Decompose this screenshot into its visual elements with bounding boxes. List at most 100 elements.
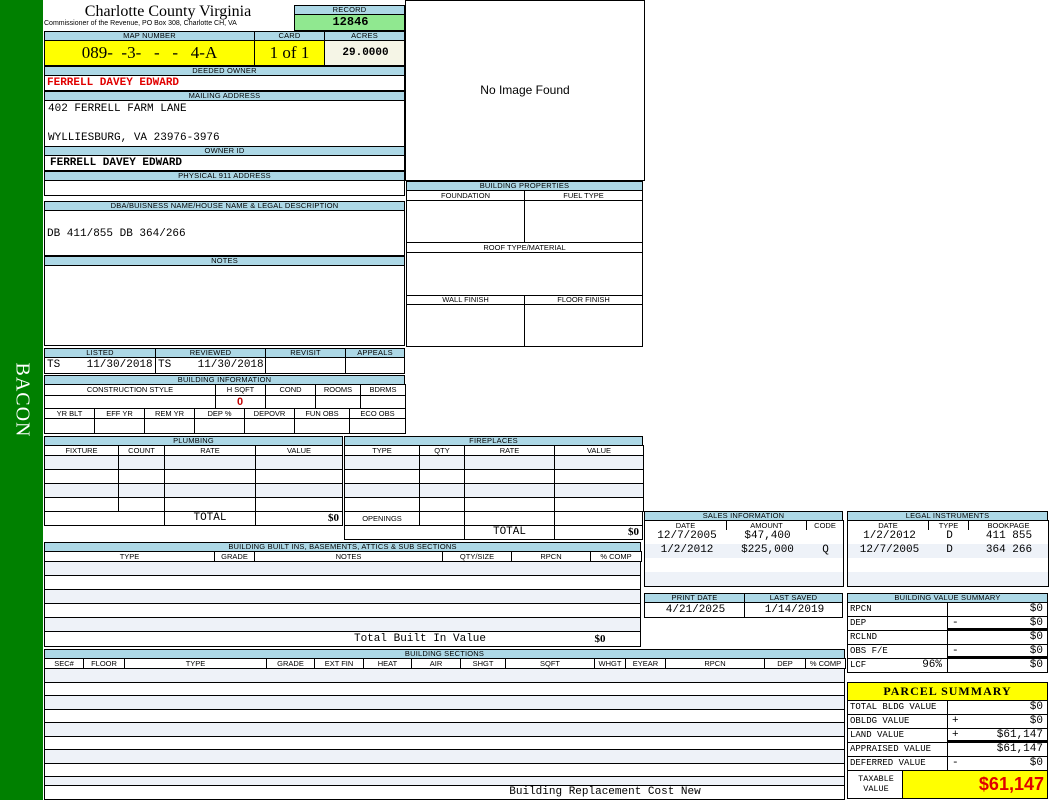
building-info-cell[interactable] <box>194 418 245 434</box>
plumbing-cell[interactable] <box>118 483 165 498</box>
parcel-summary-label: DEFERRED VALUE <box>847 756 948 771</box>
map-number: 089- -3- - - 4-A <box>44 40 255 66</box>
building-info-cell[interactable] <box>244 418 295 434</box>
fireplace-total-label: TOTAL <box>464 525 555 540</box>
section-row[interactable] <box>44 762 845 777</box>
instrument-cell <box>968 572 1049 587</box>
listed-value: TS 11/30/2018 <box>44 357 156 374</box>
plumbing-cell[interactable] <box>118 497 165 512</box>
fireplace-cell[interactable] <box>344 497 420 512</box>
wall-finish-value <box>406 304 525 347</box>
roof-type-value <box>406 252 643 296</box>
building-info-cell[interactable] <box>44 395 216 409</box>
office-subtitle: Commissioner of the Revenue, PO Box 308,… <box>44 20 237 27</box>
operator: + <box>952 729 959 741</box>
builtin-row[interactable] <box>44 603 641 618</box>
fireplace-cell[interactable] <box>464 455 555 470</box>
plumbing-cell[interactable] <box>118 469 165 484</box>
plumbing-cell[interactable] <box>164 483 256 498</box>
section-row[interactable] <box>44 749 845 764</box>
parcel-summary-label: LAND VALUE <box>847 728 948 743</box>
plumbing-cell[interactable] <box>164 455 256 470</box>
fireplace-cell[interactable] <box>464 469 555 484</box>
builtin-row[interactable] <box>44 575 641 590</box>
section-row[interactable] <box>44 735 845 750</box>
image-placeholder: No Image Found <box>405 0 645 181</box>
plumbing-total-value: $0 <box>255 511 343 526</box>
plumbing-cell[interactable] <box>255 455 343 470</box>
builtin-total-label: Total Built In Value <box>353 633 487 645</box>
builtin-row[interactable] <box>44 589 641 604</box>
sales-cell <box>806 572 844 587</box>
fireplace-cell[interactable] <box>419 483 465 498</box>
building-info-cell[interactable] <box>349 418 406 434</box>
parcel-summary-amount: $61,147 <box>996 743 1043 755</box>
building-info-cell[interactable] <box>44 418 95 434</box>
building-info-cell[interactable] <box>144 418 195 434</box>
building-info-cell[interactable] <box>315 395 361 409</box>
fireplace-cell[interactable] <box>554 497 644 512</box>
section-row[interactable] <box>44 708 845 723</box>
revisit-value <box>265 357 346 374</box>
builtin-row[interactable] <box>44 617 641 632</box>
section-row[interactable] <box>44 722 845 737</box>
plumbing-cell[interactable] <box>44 455 119 470</box>
sales-cell <box>726 558 807 573</box>
fireplace-cell[interactable] <box>419 469 465 484</box>
legal-description: DB 411/855 DB 364/266 <box>44 210 405 256</box>
section-row[interactable] <box>44 668 845 683</box>
building-info-cell[interactable] <box>94 418 145 434</box>
value-summary-label: RCLND <box>847 630 948 645</box>
fuel-type-value <box>524 200 643 243</box>
plumbing-cell[interactable] <box>255 469 343 484</box>
instrument-cell <box>847 558 929 573</box>
fireplace-cell[interactable] <box>554 483 644 498</box>
fireplace-cell[interactable] <box>464 483 555 498</box>
operator: - <box>952 645 959 657</box>
fireplace-cell[interactable] <box>344 469 420 484</box>
sales-cell <box>644 558 727 573</box>
fireplace-cell[interactable] <box>554 469 644 484</box>
sidebar-label: BACON <box>11 362 33 438</box>
plumbing-cell[interactable] <box>44 483 119 498</box>
mailing-line-2: WYLLIESBURG, VA 23976-3976 <box>46 131 401 145</box>
instrument-cell <box>928 558 969 573</box>
instrument-cell: D <box>928 544 969 559</box>
plumbing-cell[interactable] <box>118 455 165 470</box>
openings-value <box>554 511 643 526</box>
section-row[interactable] <box>44 695 845 710</box>
sales-cell <box>644 572 727 587</box>
sales-cell: $47,400 <box>726 530 807 545</box>
fireplace-cell[interactable] <box>464 497 555 512</box>
fireplace-cell[interactable] <box>419 455 465 470</box>
plumbing-cell[interactable] <box>255 497 343 512</box>
fireplace-cell[interactable] <box>419 497 465 512</box>
section-row[interactable] <box>44 681 845 696</box>
builtin-total-value: $0 <box>594 633 606 645</box>
parcel-summary-amount: $61,147 <box>996 729 1043 741</box>
building-info-cell[interactable] <box>360 395 406 409</box>
fireplace-cell[interactable] <box>344 455 420 470</box>
instrument-cell: 1/2/2012 <box>847 530 929 545</box>
reviewed-value: TS 11/30/2018 <box>155 357 266 374</box>
building-info-cell[interactable] <box>265 395 316 409</box>
fireplace-cell[interactable] <box>554 455 644 470</box>
fireplace-cell[interactable] <box>344 483 420 498</box>
building-info-cell[interactable] <box>294 418 350 434</box>
builtin-row[interactable] <box>44 561 641 576</box>
plumbing-cell[interactable] <box>164 497 256 512</box>
instrument-cell <box>928 572 969 587</box>
plumbing-cell[interactable] <box>44 469 119 484</box>
plumbing-cell[interactable] <box>255 483 343 498</box>
fireplace-total-value: $0 <box>554 525 643 540</box>
parcel-summary-amount: $0 <box>1029 757 1043 769</box>
parcel-summary-label: OBLDG VALUE <box>847 714 948 729</box>
sales-cell <box>806 558 844 573</box>
plumbing-cell[interactable] <box>44 497 119 512</box>
parcel-summary-amount: $0 <box>1029 715 1043 727</box>
notes-field[interactable] <box>44 265 405 346</box>
parcel-summary-label: TOTAL BLDG VALUE <box>847 700 948 715</box>
plumbing-cell[interactable] <box>164 469 256 484</box>
record-number: 12846 <box>294 14 405 31</box>
operator: - <box>952 617 959 629</box>
